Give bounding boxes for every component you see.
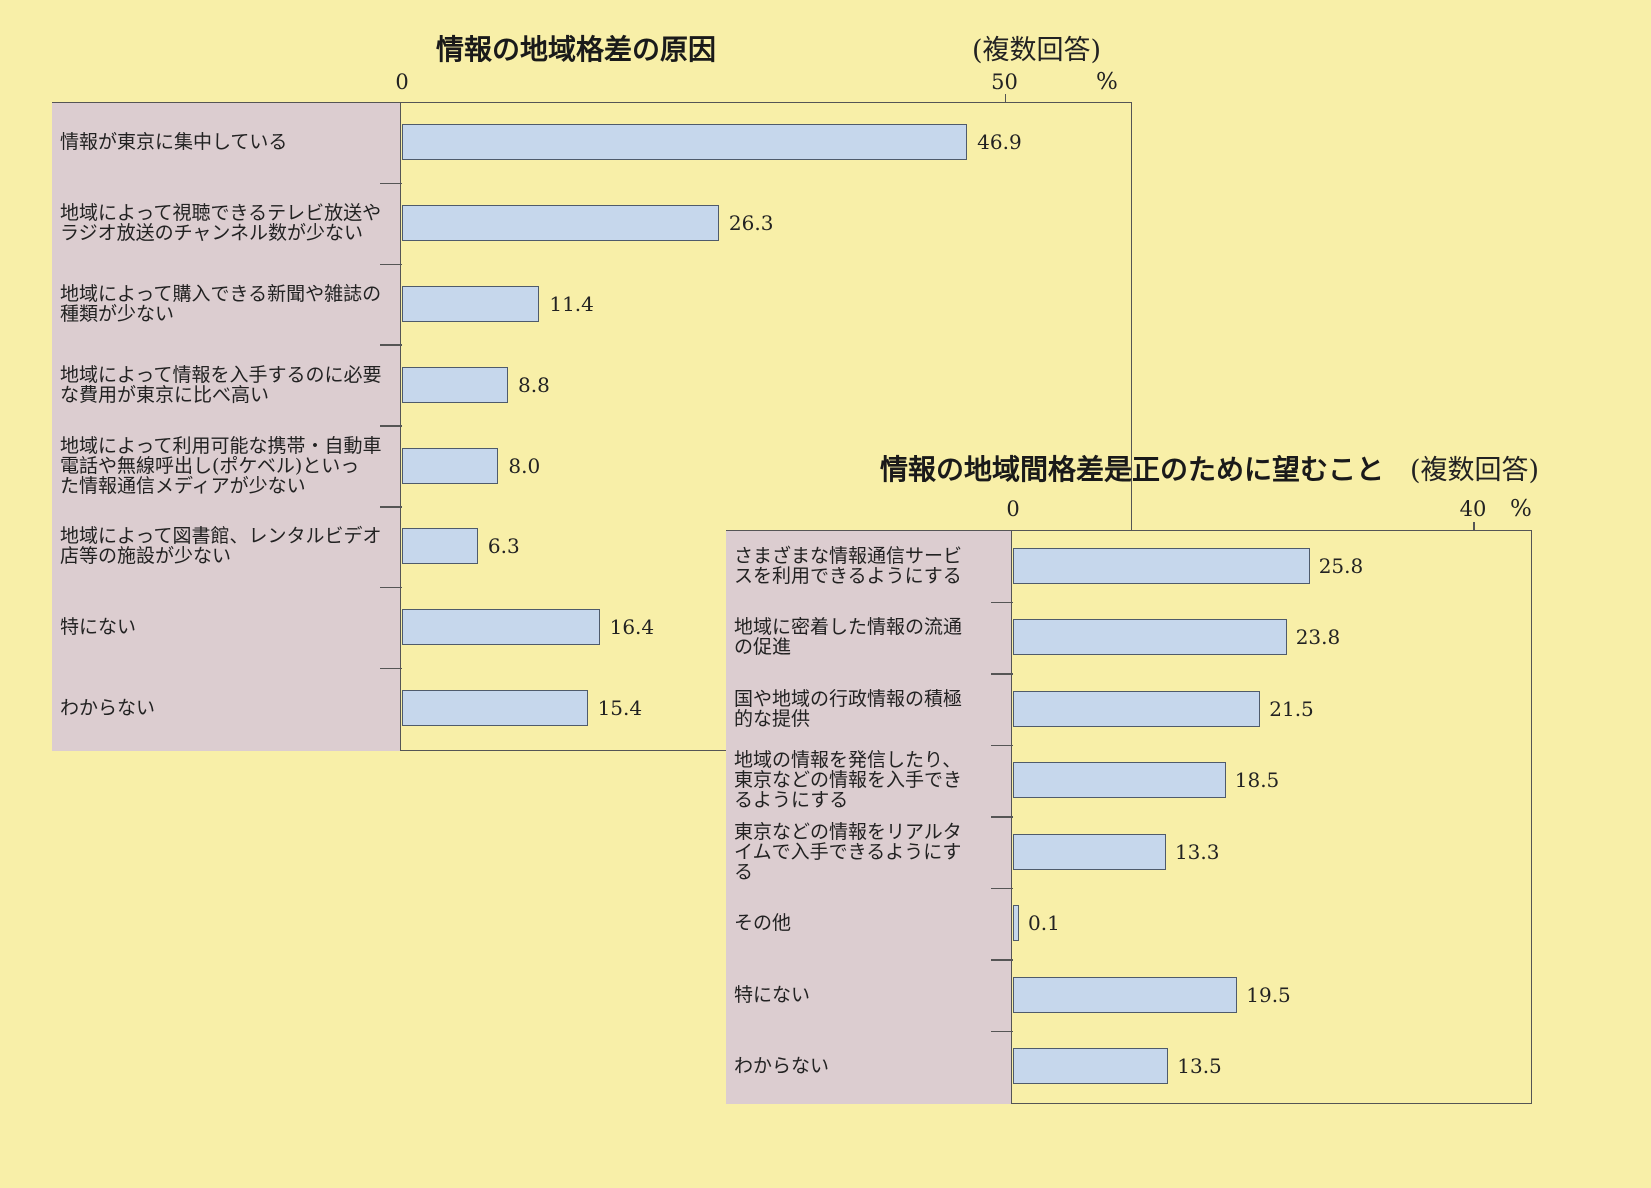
chart-note: (複数回答) [1410,455,1540,486]
category-label-panel [726,531,1012,1104]
category-label: その他 [734,912,792,935]
category-label: 特にない [60,616,137,639]
chart-note: (複数回答) [972,35,1102,66]
bar-value-label: 0.1 [1028,911,1060,936]
bar [402,609,600,646]
bar [1013,976,1238,1013]
category-label: 地域によって利用可能な携帯・自動車 電話や無線呼出し(ポケベル)といっ た情報通… [60,434,382,497]
bar-value-label: 25.8 [1318,553,1364,578]
bar [402,286,540,322]
bar [402,124,968,161]
category-label: さまざまな情報通信サービ スを利用できるようにする [734,544,963,587]
row-separator-tick [991,887,1013,889]
bar-value-label: 11.4 [549,292,594,316]
row-separator-tick [991,1030,1013,1032]
row-separator-tick [380,344,402,346]
category-label: 地域によって情報を入手するのに必要 な費用が東京に比べ高い [60,363,382,406]
category-label: わからない [60,696,156,719]
bar [1013,833,1166,870]
axis-tick-mark [1473,522,1475,530]
bar-value-label: 18.5 [1234,768,1280,793]
row-separator-tick [991,673,1013,675]
bar [402,205,719,242]
bar-value-label: 8.0 [508,453,541,478]
category-label: 情報が東京に集中している [60,131,288,154]
row-separator-tick [380,182,402,185]
bar [402,366,509,403]
bar-value-label: 8.8 [518,372,550,397]
row-separator-tick [991,816,1013,818]
bar-value-label: 23.8 [1295,625,1341,650]
bar-value-label: 6.3 [487,534,520,559]
bar [1013,762,1226,799]
category-label: 東京などの情報をリアルタ イムで入手できるようにす る [734,820,962,883]
bar-value-label: 15.4 [597,696,643,720]
bar [1013,1048,1169,1085]
category-label: 地域によって購入できる新聞や雑誌の 種類が少ない [60,282,382,325]
row-separator-tick [991,601,1013,603]
bar [402,447,499,484]
category-label: 地域によって視聴できるテレビ放送や ラジオ放送のチャンネル数が少ない [60,202,382,245]
bar [1013,905,1019,942]
row-separator-tick [380,263,402,266]
row-separator-tick [380,586,402,589]
category-label: 国や地域の行政情報の積極 的な提供 [734,687,963,730]
axis-unit-label: % [1510,496,1532,522]
row-separator-tick [380,425,402,427]
bar-value-label: 21.5 [1269,696,1314,721]
category-label: 地域の情報を発信したり、 東京などの情報を入手でき るようにする [734,749,963,812]
chart-title: 情報の地域格差の原因 [436,33,717,66]
row-separator-tick [380,667,402,670]
axis-tick-label: 40 [1459,497,1487,521]
axis-tick-label: 0 [1006,497,1020,521]
bar-value-label: 19.5 [1246,982,1291,1007]
bar-value-label: 26.3 [728,211,774,236]
bar-value-label: 16.4 [609,615,655,640]
category-label: 地域によって図書館、レンタルビデオ 店等の施設が少ない [60,525,382,568]
bar-value-label: 46.9 [977,130,1022,155]
bar [402,528,478,565]
category-label-panel [52,103,401,751]
bar [1013,690,1261,727]
bar [402,690,588,726]
row-separator-tick [991,959,1013,961]
axis-tick-label: 50 [991,70,1018,94]
axis-tick-label: 0 [395,70,409,94]
axis-unit-label: % [1096,69,1118,95]
row-separator-tick [380,506,402,508]
row-separator-tick [991,744,1013,746]
bar [1013,619,1287,656]
chart-title: 情報の地域間格差是正のために望むこと [880,453,1385,486]
bar [1013,547,1310,584]
bar-value-label: 13.5 [1177,1054,1222,1079]
bar-value-label: 13.3 [1174,839,1220,864]
category-label: 地域に密着した情報の流通 の促進 [734,616,963,659]
category-label: 特にない [734,983,811,1006]
category-label: わからない [734,1055,830,1078]
axis-tick-mark [1004,94,1006,102]
